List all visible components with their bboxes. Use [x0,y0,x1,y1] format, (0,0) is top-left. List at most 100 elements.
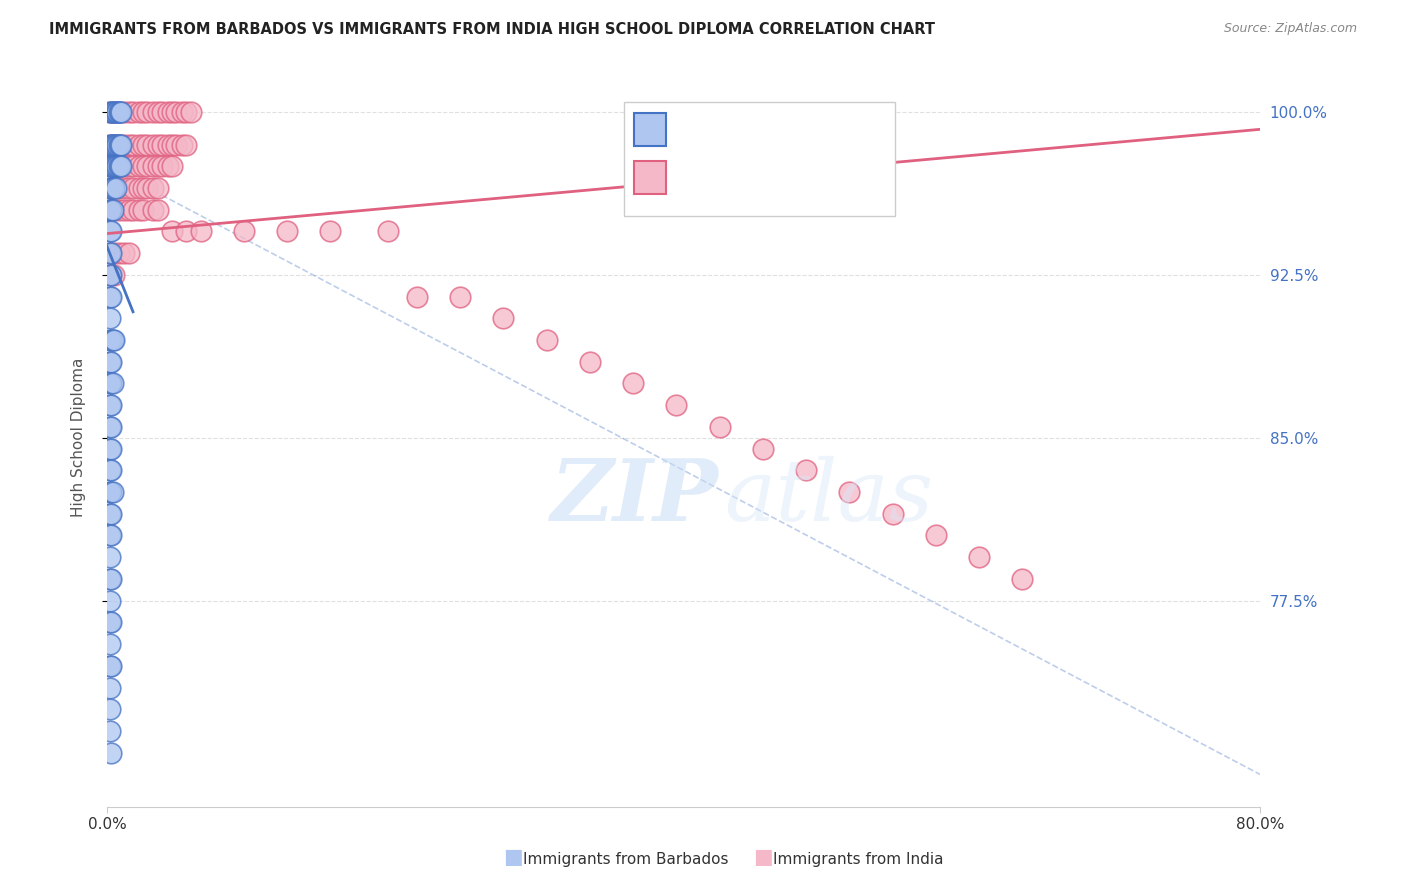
Text: R = -0.055   N=  85: R = -0.055 N= 85 [676,122,839,137]
Text: atlas: atlas [724,456,934,538]
Point [160,159,183,173]
Point [104,159,127,173]
Point [103,202,125,217]
Point [108,159,131,173]
Point [794,463,817,477]
Point [100,463,122,477]
FancyBboxPatch shape [624,102,894,216]
Point [100,485,122,500]
FancyBboxPatch shape [634,161,666,194]
Point [101,181,124,195]
Point [100,507,122,521]
Point [882,507,904,521]
Point [132,159,155,173]
Point [107,137,129,152]
Point [98,485,121,500]
Point [100,376,122,391]
Point [98,637,121,651]
Point [967,550,990,565]
Point [665,398,688,412]
Point [100,355,122,369]
Point [100,224,122,238]
Point [132,105,155,120]
Point [122,159,145,173]
Point [98,159,121,173]
Point [122,105,145,120]
Point [128,202,150,217]
Point [136,181,159,195]
Point [112,137,135,152]
Point [98,224,121,238]
Point [101,202,124,217]
Point [146,202,169,217]
Point [98,572,121,586]
Point [122,137,145,152]
Point [118,159,141,173]
Point [108,137,131,152]
Point [170,137,193,152]
Point [103,181,125,195]
Point [100,528,122,542]
Point [176,137,198,152]
Point [128,159,150,173]
Point [132,137,155,152]
Point [112,105,135,120]
Point [112,246,135,260]
Point [146,137,169,152]
Y-axis label: High School Diploma: High School Diploma [72,358,86,517]
Point [107,181,129,195]
Point [98,528,121,542]
Point [156,137,179,152]
Point [132,202,155,217]
Point [100,105,122,120]
Point [104,105,127,120]
Point [100,658,122,673]
Point [101,105,124,120]
Point [105,137,128,152]
Point [122,181,145,195]
Text: Source: ZipAtlas.com: Source: ZipAtlas.com [1223,22,1357,36]
Point [122,202,145,217]
Point [233,224,256,238]
Point [176,105,198,120]
Point [156,159,179,173]
Point [100,268,122,282]
Point [100,398,122,412]
Point [107,159,129,173]
Point [98,550,121,565]
Point [100,202,122,217]
Point [132,181,155,195]
Point [100,442,122,456]
Point [146,105,169,120]
Point [276,224,298,238]
Point [1011,572,1033,586]
Point [98,268,121,282]
Point [110,159,132,173]
Point [752,442,775,456]
Point [103,159,125,173]
Point [98,593,121,607]
Point [925,528,948,542]
Point [98,202,121,217]
Point [146,181,169,195]
Point [98,181,121,195]
Text: IMMIGRANTS FROM BARBADOS VS IMMIGRANTS FROM INDIA HIGH SCHOOL DIPLOMA CORRELATIO: IMMIGRANTS FROM BARBADOS VS IMMIGRANTS F… [49,22,935,37]
Point [142,159,165,173]
Point [98,268,121,282]
Point [103,246,125,260]
Point [103,159,125,173]
Point [100,333,122,347]
Point [112,159,135,173]
Point [103,268,125,282]
Point [101,159,124,173]
Point [146,159,169,173]
Point [98,658,121,673]
Point [103,333,125,347]
Point [118,137,141,152]
Point [98,137,121,152]
Point [107,159,129,173]
Point [128,105,150,120]
Point [101,137,124,152]
Point [110,137,132,152]
Point [176,224,198,238]
